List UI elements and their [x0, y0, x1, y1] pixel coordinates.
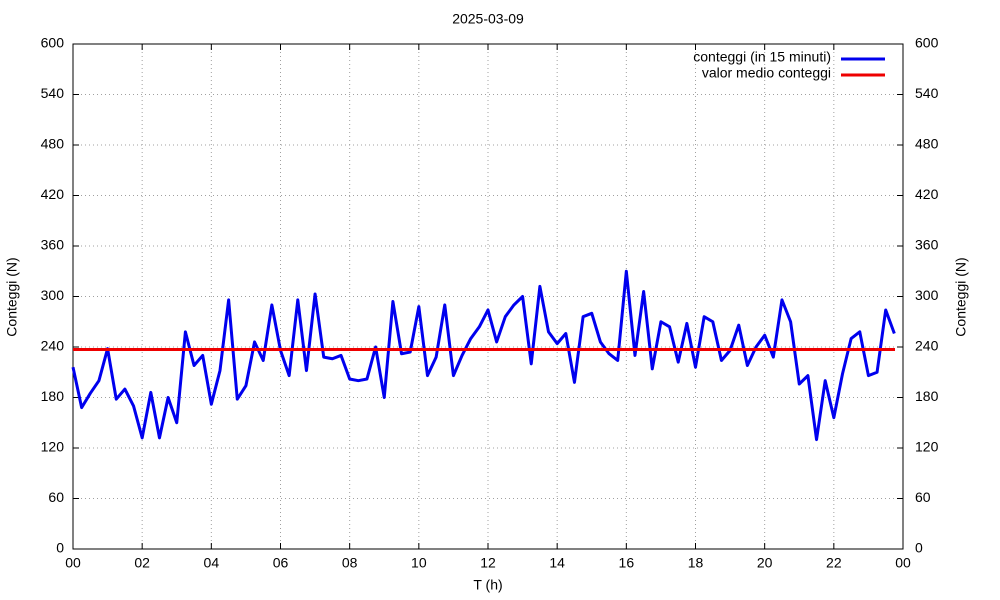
- y-axis-label: Conteggi (N): [4, 257, 20, 336]
- y2-tick-label: 480: [915, 136, 939, 152]
- y-tick-label: 120: [41, 439, 65, 455]
- y2-tick-label: 540: [915, 85, 939, 101]
- legend-label: valor medio conteggi: [702, 65, 831, 81]
- y2-tick-label: 0: [915, 540, 923, 556]
- y2-tick-label: 420: [915, 186, 939, 202]
- x-tick-label: 02: [134, 555, 150, 571]
- y-tick-label: 60: [48, 489, 64, 505]
- x-tick-label: 00: [895, 555, 911, 571]
- y-tick-label: 420: [41, 186, 65, 202]
- x-tick-label: 20: [757, 555, 773, 571]
- y-tick-label: 240: [41, 338, 65, 354]
- y-tick-label: 180: [41, 388, 65, 404]
- y-tick-label: 360: [41, 237, 65, 253]
- x-tick-label: 06: [273, 555, 289, 571]
- x-tick-label: 10: [411, 555, 427, 571]
- y-tick-label: 300: [41, 287, 65, 303]
- x-axis-label: T (h): [473, 577, 502, 593]
- x-tick-label: 16: [619, 555, 635, 571]
- data-line: [71, 269, 896, 442]
- x-tick-label: 18: [688, 555, 704, 571]
- chart-title: 2025-03-09: [452, 11, 524, 27]
- x-tick-label: 08: [342, 555, 358, 571]
- x-tick-label: 14: [549, 555, 565, 571]
- legend-label: conteggi (in 15 minuti): [693, 49, 831, 65]
- x-tick-label: 12: [480, 555, 496, 571]
- y-tick-label: 0: [56, 540, 64, 556]
- y2-tick-label: 180: [915, 388, 939, 404]
- y2-tick-label: 120: [915, 439, 939, 455]
- y2-tick-label: 600: [915, 35, 939, 51]
- y-tick-label: 540: [41, 85, 65, 101]
- y2-axis-label: Conteggi (N): [953, 257, 969, 336]
- plot-frame: [72, 43, 904, 550]
- y-tick-label: 480: [41, 136, 65, 152]
- x-tick-label: 00: [65, 555, 81, 571]
- y-tick-label: 600: [41, 35, 65, 51]
- y2-tick-label: 360: [915, 237, 939, 253]
- y2-tick-label: 60: [915, 489, 931, 505]
- x-tick-label: 04: [204, 555, 220, 571]
- x-tick-label: 22: [826, 555, 842, 571]
- y2-tick-label: 240: [915, 338, 939, 354]
- y2-tick-label: 300: [915, 287, 939, 303]
